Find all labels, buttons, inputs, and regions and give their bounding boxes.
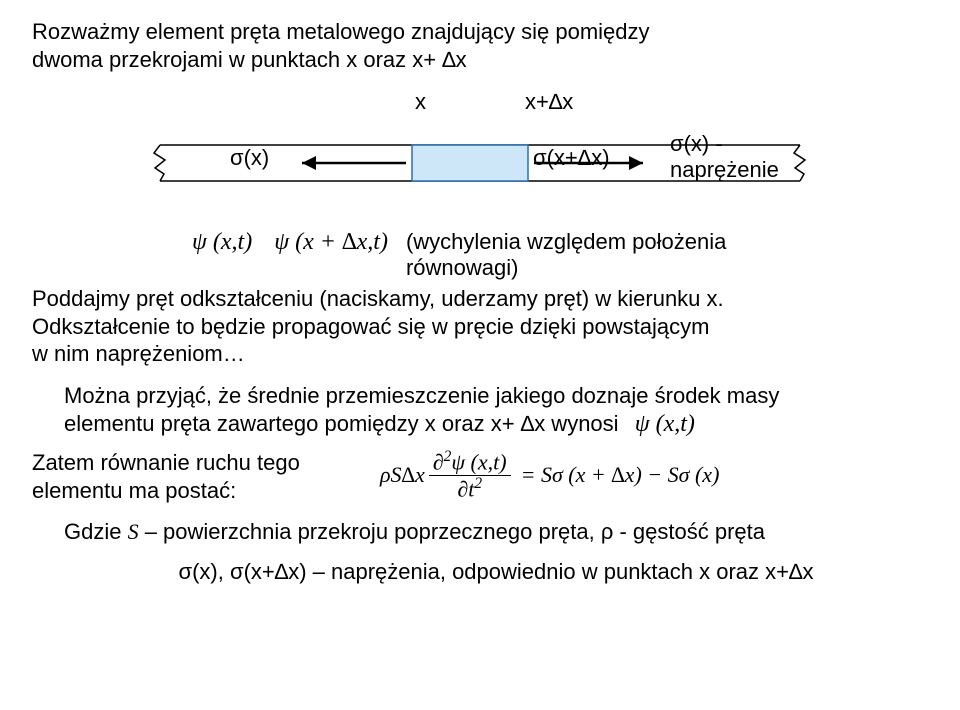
paragraph-2: Poddajmy pręt odkształceniu (naciskamy, … (32, 285, 928, 368)
psi-2: ψ (x + ∆x,t) (274, 229, 388, 256)
footer-line1: Gdzie S – powierzchnia przekroju poprzec… (64, 518, 928, 546)
rod-diagram: x x+∆x σ(x) σ(x+∆x) σ(x) - naprężenie (130, 89, 830, 219)
footer-l1-mid: – powierzchnia przekroju poprzecznego pr… (139, 519, 765, 544)
equation-row: Zatem równanie ruchu tego elementu ma po… (32, 449, 928, 504)
psi-1: ψ (x,t) (192, 229, 252, 256)
intro-paragraph: Rozważmy element pręta metalowego znajdu… (32, 18, 928, 73)
eq-lead-1: Zatem równanie ruchu tego (32, 450, 300, 475)
p3-l2-psi: ψ (x,t) (635, 411, 695, 437)
footer-line2: σ(x), σ(x+∆x) – naprężenia, odpowiednio … (64, 558, 928, 586)
paragraph-3: Można przyjąć, że średnie przemieszczeni… (64, 382, 928, 440)
rod-svg (130, 119, 830, 209)
eq-lhs-prefix: ρS∆x (380, 462, 425, 488)
p2-l1: Poddajmy pręt odkształceniu (naciskamy, … (32, 286, 724, 311)
footer-l1-prefix: Gdzie (64, 519, 128, 544)
psi-note-1: (wychylenia względem położenia (406, 229, 726, 254)
label-x-plus-dx: x+∆x (525, 89, 573, 115)
psi-line: ψ (x,t) ψ (x + ∆x,t) (wychylenia względe… (32, 229, 928, 281)
footer-block: Gdzie S – powierzchnia przekroju poprzec… (64, 518, 928, 585)
eq-fraction: ∂2ψ (x,t) ∂t2 (429, 449, 511, 501)
eq-frac-num: ∂2ψ (x,t) (429, 449, 511, 475)
eq-frac-den: ∂t2 (453, 476, 486, 502)
psi-note-2: równowagi) (406, 255, 519, 280)
eq-rhs: = Sσ (x + ∆x) − Sσ (x) (521, 462, 720, 488)
p3-l2-prefix: elementu pręta zawartego pomiędzy x oraz… (64, 411, 619, 436)
p3-l1: Można przyjąć, że średnie przemieszczeni… (64, 383, 779, 408)
intro-line1: Rozważmy element pręta metalowego znajdu… (32, 19, 650, 44)
eq-lead-2: elementu ma postać: (32, 478, 236, 503)
footer-l1-S: S (128, 519, 139, 544)
label-x: x (415, 89, 426, 115)
equation-lead: Zatem równanie ruchu tego elementu ma po… (32, 449, 352, 504)
intro-line2: dwoma przekrojami w punktach x oraz x+ ∆… (32, 47, 467, 72)
p2-l3: w nim naprężeniom… (32, 341, 245, 366)
equation-body: ρS∆x ∂2ψ (x,t) ∂t2 = Sσ (x + ∆x) − Sσ (x… (380, 449, 719, 501)
p2-l2: Odkształcenie to będzie propagować się w… (32, 314, 709, 339)
